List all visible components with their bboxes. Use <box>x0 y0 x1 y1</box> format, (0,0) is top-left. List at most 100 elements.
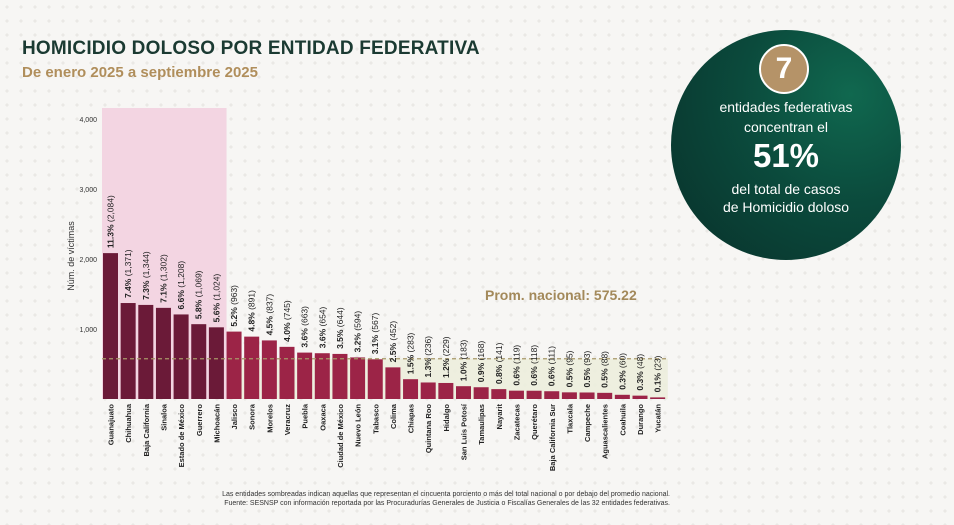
data-label: 7.4% (1,371) <box>123 249 133 298</box>
data-label: 1.3% (236) <box>423 336 433 378</box>
data-label-percent: 0.9% <box>476 362 486 382</box>
data-label-percent: 1.3% <box>423 358 433 378</box>
bar <box>367 359 383 399</box>
data-label-count: (1,024) <box>211 273 221 302</box>
bar <box>456 386 471 399</box>
data-label: 0.3% (60) <box>617 353 627 390</box>
x-tick-label: Sonora <box>248 403 257 430</box>
data-label-count: (229) <box>441 336 451 358</box>
x-tick-label: Ciudad de México <box>336 404 345 468</box>
x-tick-label: Veracruz <box>283 404 292 436</box>
data-label-count: (654) <box>317 306 327 328</box>
data-label-count: (60) <box>617 353 627 371</box>
bar <box>350 357 366 399</box>
x-tick-label: Yucatán <box>654 404 663 433</box>
data-label-count: (93) <box>582 350 592 368</box>
data-label-percent: 0.8% <box>494 364 504 384</box>
chart-title: HOMICIDIO DOLOSO POR ENTIDAD FEDERATIVA <box>22 38 480 59</box>
data-label-count: (663) <box>300 306 310 328</box>
data-label-count: (644) <box>335 307 345 329</box>
data-label: 0.6% (118) <box>529 345 539 386</box>
bar <box>208 327 224 399</box>
bar <box>491 389 507 399</box>
x-tick-label: Zacatecas <box>512 404 521 440</box>
data-label-percent: 1.0% <box>459 361 469 381</box>
data-label-count: (48) <box>635 354 645 372</box>
data-label: 5.2% (963) <box>229 285 239 327</box>
x-tick-label: Tamaulipas <box>477 404 486 445</box>
data-label-percent: 11.3% <box>106 224 116 248</box>
data-label: 0.1% (23) <box>653 355 663 392</box>
data-label-count: (963) <box>229 285 239 307</box>
data-label: 0.5% (95) <box>564 350 574 387</box>
data-label-count: (236) <box>423 336 433 358</box>
data-label-count: (1,371) <box>123 249 133 278</box>
data-label-count: (567) <box>370 313 380 335</box>
bar <box>403 379 419 399</box>
data-label-count: (183) <box>459 339 469 361</box>
bar <box>138 304 154 399</box>
data-label: 0.6% (119) <box>511 345 521 386</box>
y-tick-label: 4,000 <box>79 117 97 124</box>
x-tick-label: Aguascalientes <box>601 404 610 459</box>
x-tick-label: Sinaloa <box>159 403 168 431</box>
data-label-count: (452) <box>388 321 398 343</box>
data-label: 0.6% (111) <box>547 346 557 386</box>
data-label: 7.1% (1,302) <box>158 254 168 303</box>
bar <box>120 303 136 399</box>
data-label-percent: 0.5% <box>564 368 574 388</box>
data-label-percent: 5.6% <box>211 303 221 323</box>
bar <box>526 390 542 399</box>
data-label-count: (1,302) <box>158 254 168 283</box>
data-label: 0.5% (93) <box>582 350 592 387</box>
bar <box>614 394 630 399</box>
average-label: Prom. nacional: 575.22 <box>485 287 637 303</box>
x-tick-label: Baja California Sur <box>548 404 557 471</box>
footnote-shading-note: Las entidades sombreadas indican aquella… <box>222 491 670 498</box>
x-tick-label: Quintana Roo <box>424 404 433 454</box>
data-label: 4.5% (837) <box>264 294 274 336</box>
data-label-percent: 4.5% <box>264 316 274 336</box>
callout-text-line2: concentran el <box>743 119 829 135</box>
bar <box>261 340 277 399</box>
data-label-count: (23) <box>653 355 663 373</box>
data-label: 5.6% (1,024) <box>211 273 221 322</box>
bar <box>173 314 189 399</box>
data-label-percent: 7.3% <box>141 280 151 300</box>
x-tick-label: Baja California <box>142 403 151 456</box>
bar <box>561 392 577 399</box>
bar <box>103 253 118 399</box>
callout-percent: 51% <box>752 137 820 174</box>
callout-number-badge: 7 <box>759 44 809 94</box>
x-tick-label: Guanajuato <box>107 404 116 446</box>
callout-text-line4: de Homicidio doloso <box>722 199 850 215</box>
bar <box>226 331 242 399</box>
data-label: 1.5% (283) <box>406 332 416 374</box>
footnote: Las entidades sombreadas indican aquella… <box>150 490 670 508</box>
data-label: 3.6% (663) <box>300 306 310 348</box>
y-axis-label: Núm. de víctimas <box>66 221 76 291</box>
callout-text-line3: del total de casos <box>731 181 841 197</box>
data-label-count: (95) <box>564 350 574 368</box>
data-label-percent: 3.6% <box>317 328 327 348</box>
data-label-percent: 2.5% <box>388 343 398 363</box>
callout-text-line1: entidades federativas <box>719 99 853 115</box>
data-label-percent: 0.5% <box>582 368 592 388</box>
bar <box>579 392 595 399</box>
data-label-count: (119) <box>511 345 521 367</box>
bar <box>297 352 313 399</box>
data-label: 2.5% (452) <box>388 321 398 363</box>
data-label: 3.2% (594) <box>353 311 363 353</box>
x-tick-label: Querétaro <box>530 404 539 440</box>
data-label-percent: 5.2% <box>229 307 239 327</box>
data-label-count: (283) <box>406 332 416 354</box>
data-label-percent: 7.1% <box>158 283 168 303</box>
data-label-count: (1,344) <box>141 251 151 280</box>
bar <box>508 390 524 399</box>
data-label-percent: 4.0% <box>282 322 292 342</box>
data-label-count: (1,069) <box>194 270 204 299</box>
data-label-count: (118) <box>529 345 539 367</box>
data-label: 4.0% (745) <box>282 300 292 342</box>
data-label-count: (168) <box>476 340 486 362</box>
